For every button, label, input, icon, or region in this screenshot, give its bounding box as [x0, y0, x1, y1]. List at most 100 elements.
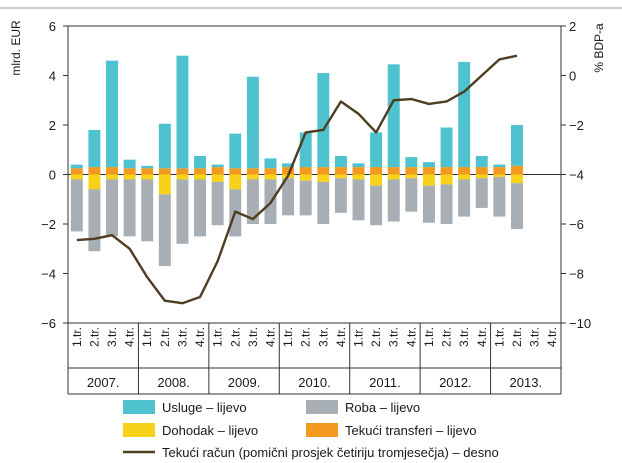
- quarter-label: 4.tr.: [123, 327, 137, 347]
- bar-dohodak: [440, 174, 453, 185]
- bar-dohodak: [106, 174, 118, 180]
- left-tick-label: −4: [41, 267, 56, 282]
- bar-roba: [370, 185, 383, 226]
- bar-transferi: [493, 167, 506, 175]
- bar-transferi: [422, 167, 435, 175]
- right-axis-label: % BDP-a: [592, 23, 606, 73]
- bar-transferi: [158, 168, 171, 175]
- bar-dohodak: [387, 174, 400, 180]
- quarter-label: 1.tr.: [70, 327, 84, 347]
- bar-transferi: [106, 167, 118, 175]
- bar-usluge: [194, 155, 207, 169]
- bar-roba: [440, 184, 453, 224]
- bar-dohodak: [422, 174, 435, 186]
- bar-roba: [387, 179, 400, 222]
- bar-roba: [299, 180, 312, 216]
- bar-transferi: [123, 168, 136, 175]
- quarter-label: 4.tr.: [263, 327, 277, 347]
- bar-roba: [352, 179, 365, 221]
- quarter-label: 3.tr.: [528, 327, 542, 347]
- bar-roba: [282, 178, 295, 216]
- right-tick-label: −6: [569, 217, 584, 232]
- bar-usluge: [88, 129, 101, 168]
- quarter-label: 2.tr.: [299, 327, 313, 347]
- bar-dohodak: [299, 174, 312, 181]
- right-tick-label: 0: [569, 69, 576, 84]
- bar-usluge: [158, 123, 171, 169]
- legend-swatch-roba: [306, 400, 338, 414]
- bar-usluge: [458, 61, 471, 168]
- year-label: 2007.: [87, 375, 120, 390]
- quarter-label: 1.tr.: [211, 327, 225, 347]
- bar-roba: [106, 179, 118, 237]
- bar-roba: [88, 189, 101, 252]
- year-label: 2013.: [510, 375, 543, 390]
- bar-usluge: [317, 73, 330, 168]
- bar-usluge: [370, 132, 383, 168]
- bar-transferi: [282, 167, 295, 175]
- bar-usluge: [475, 155, 488, 168]
- bar-dohodak: [370, 174, 383, 186]
- quarter-label: 3.tr.: [105, 327, 119, 347]
- bar-transferi: [70, 168, 83, 175]
- bar-dohodak: [141, 174, 154, 180]
- bar-usluge: [422, 162, 435, 168]
- bar-roba: [246, 179, 259, 224]
- bar-dohodak: [246, 174, 259, 180]
- bar-dohodak: [264, 174, 277, 180]
- bar-roba: [422, 185, 435, 223]
- year-label: 2011.: [369, 375, 401, 390]
- bar-dohodak: [70, 174, 83, 180]
- bar-dohodak: [88, 174, 101, 190]
- left-tick-label: −6: [41, 316, 56, 331]
- bar-transferi: [246, 168, 259, 175]
- quarter-label: 3.tr.: [246, 327, 260, 347]
- bar-transferi: [299, 167, 312, 175]
- bar-transferi: [352, 167, 365, 175]
- bar-transferi: [370, 167, 383, 175]
- bar-transferi: [458, 167, 471, 175]
- bar-transferi: [211, 167, 224, 175]
- bar-dohodak: [458, 174, 471, 180]
- bar-usluge: [264, 158, 277, 169]
- bar-transferi: [440, 167, 453, 175]
- bar-transferi: [405, 167, 418, 175]
- bar-transferi: [511, 165, 523, 175]
- legend-label-dohodak: Dohodak – lijevo: [162, 423, 258, 438]
- bar-usluge: [352, 163, 365, 168]
- bar-transferi: [88, 167, 101, 175]
- quarter-label: 4.tr.: [193, 327, 207, 347]
- legend-label-usluge: Usluge – lijevo: [162, 400, 247, 415]
- right-tick-label: −4: [569, 168, 584, 183]
- quarter-label: 2.tr.: [510, 327, 524, 347]
- legend: Usluge – lijevo Roba – lijevo Dohodak – …: [123, 400, 499, 460]
- year-label: 2009.: [228, 375, 261, 390]
- year-label: 2010.: [298, 375, 331, 390]
- bar-dohodak: [158, 174, 171, 195]
- bar-transferi: [194, 168, 207, 175]
- bar-usluge: [176, 55, 189, 169]
- bar-transferi: [176, 168, 189, 175]
- right-tick-label: −2: [569, 118, 584, 133]
- quarter-label: 2.tr.: [228, 327, 242, 347]
- bar-usluge: [334, 155, 347, 168]
- quarter-label: 4.tr.: [545, 327, 559, 347]
- bar-usluge: [405, 157, 418, 168]
- quarter-label: 3.tr.: [457, 327, 471, 347]
- bar-usluge: [511, 125, 523, 166]
- bar-usluge: [70, 164, 83, 169]
- bar-usluge: [229, 133, 242, 169]
- bar-roba: [511, 183, 523, 229]
- legend-swatch-transferi: [306, 423, 338, 437]
- bar-usluge: [440, 127, 453, 168]
- quarter-label: 3.tr.: [387, 327, 401, 347]
- quarter-label: 1.tr.: [352, 327, 366, 347]
- quarter-label: 3.tr.: [316, 327, 330, 347]
- bar-transferi: [229, 168, 242, 175]
- bar-dohodak: [511, 174, 523, 184]
- bar-roba: [475, 178, 488, 208]
- bar-transferi: [475, 167, 488, 175]
- quarter-label: 4.tr.: [404, 327, 418, 347]
- bar-usluge: [246, 76, 259, 169]
